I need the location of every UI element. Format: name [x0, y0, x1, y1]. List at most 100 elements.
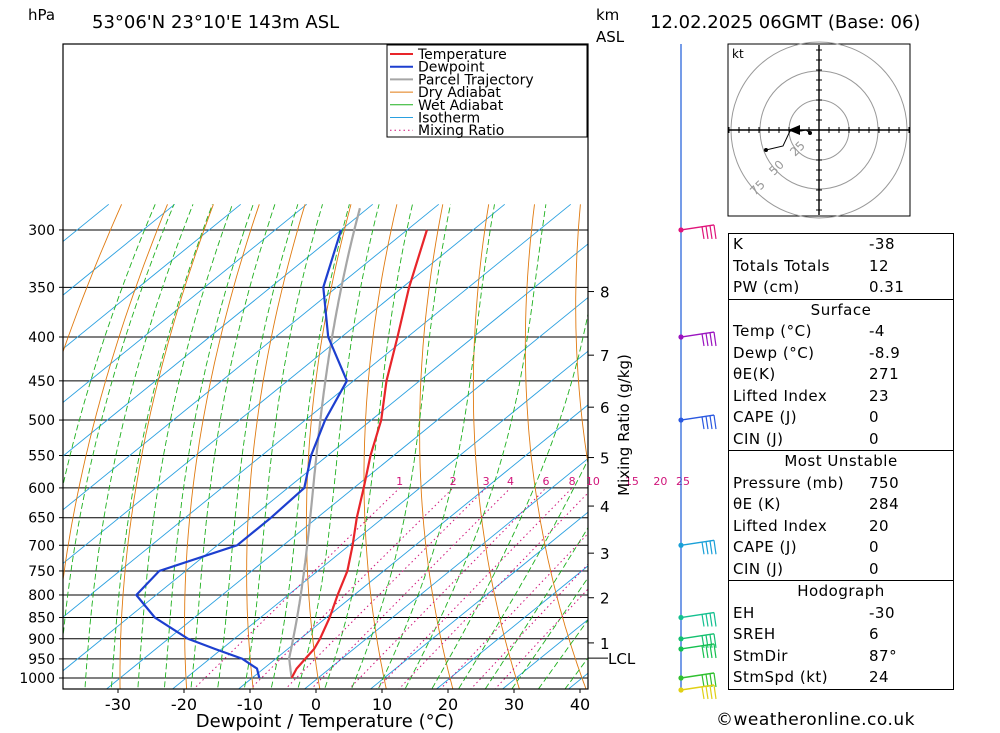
most-unstable-title: Most Unstable — [784, 452, 898, 470]
wet-adiabat-line — [190, 204, 276, 689]
wind-barb-feather — [713, 224, 717, 240]
index-row: CAPE (J) 0 — [729, 407, 953, 429]
temperature-tick-label: 0 — [311, 695, 321, 714]
km-asl-label: ASL — [596, 28, 625, 46]
index-value: -38 — [869, 235, 895, 253]
pressure-tick-label: 350 — [28, 280, 55, 296]
location-title: 53°06'N 23°10'E 143m ASL — [92, 12, 339, 33]
index-row: Pressure (mb) 750 — [729, 473, 953, 495]
wet-adiabat-line — [431, 311, 588, 689]
indices-hodograph: Hodograph EH -30 SREH 6 StmDir 87° StmSpd (kt)… — [728, 580, 954, 690]
axes: 1 2 3 4 6 8 10 15 20 2530035040045050055060065070… — [19, 223, 690, 714]
index-label: EH — [733, 603, 755, 622]
wind-barb-feather — [713, 684, 717, 700]
mixing-ratio-label: 4 — [507, 475, 514, 488]
wind-barb-staff — [680, 684, 715, 691]
wind-barb-feather — [713, 414, 717, 430]
plot-frame — [62, 43, 589, 690]
wind-barb-dot — [678, 614, 684, 621]
isotherm-line — [63, 203, 439, 511]
wind-barb-feather — [701, 226, 705, 240]
wet-adiabat-line — [377, 204, 495, 689]
wet-adiabat-line — [163, 204, 254, 689]
dry-adiabat-line — [524, 204, 587, 689]
wind-barb-feather — [709, 685, 713, 700]
legend-label: Wet Adiabat — [418, 98, 504, 114]
wind-barb-feather — [713, 643, 717, 659]
index-label: PW (cm) — [733, 278, 800, 296]
wind-barb — [678, 672, 717, 688]
wind-barb-feather — [705, 686, 709, 700]
isotherm-line — [105, 296, 588, 689]
mixing-ratio-label: 25 — [676, 475, 690, 488]
index-row: K -38 — [729, 234, 953, 256]
dry-adiabat-line — [947, 204, 1000, 696]
mixing-ratio-line — [192, 487, 401, 689]
wind-barb-feather — [705, 634, 709, 648]
dewpoint-line — [134, 229, 349, 679]
index-value: -4 — [869, 322, 885, 340]
temperature-line — [290, 229, 428, 679]
wind-barb — [678, 539, 717, 555]
hodograph-title: Hodograph — [797, 582, 885, 600]
isotherm-line — [63, 203, 505, 565]
pressure-tick-label: 300 — [28, 223, 55, 239]
hodograph-unit: kt — [732, 47, 744, 61]
index-value: 20 — [869, 516, 890, 535]
wind-barb-staff — [680, 331, 715, 338]
index-label: StmDir — [733, 646, 788, 665]
index-value: 12 — [869, 256, 890, 275]
wind-barb — [678, 611, 717, 627]
index-label: Dewp (°C) — [733, 343, 815, 362]
km-tick-label: 7 — [600, 347, 610, 365]
mixing-ratio-line — [494, 588, 588, 689]
wind-barb-feather — [705, 613, 709, 627]
pressure-unit-label: hPa — [28, 6, 55, 24]
mixing-ratio-line — [348, 487, 547, 689]
mixing-ratio-label: 8 — [569, 475, 576, 488]
chart-background-lines — [63, 203, 1000, 696]
wind-barb-staff — [680, 633, 715, 640]
wind-barb-feather — [701, 614, 705, 627]
pressure-tick-label: 500 — [28, 413, 55, 429]
pressure-tick-label: 1000 — [19, 671, 55, 687]
mixing-ratio-label: 3 — [483, 475, 490, 488]
wind-barb-feather — [709, 332, 713, 347]
isotherm-line — [171, 350, 588, 689]
wind-barb-feather — [705, 226, 709, 240]
index-row: EH -30 — [729, 603, 953, 625]
temperature-tick-label: 20 — [438, 695, 458, 714]
index-label: SREH — [733, 625, 776, 643]
index-row: SREH 6 — [729, 624, 953, 646]
mixing-ratio-line — [284, 487, 487, 689]
wet-adiabat-line — [270, 204, 350, 689]
wind-barb-feather — [713, 540, 717, 555]
wet-adiabat-line — [350, 204, 451, 689]
dry-adiabat-line — [63, 204, 168, 584]
index-label: θE (K) — [733, 495, 781, 513]
mixing-ratio-line — [398, 492, 588, 689]
wind-barb-dot — [678, 646, 684, 652]
index-row: StmDir 87° — [729, 646, 953, 668]
temperature-tick-label: 10 — [372, 695, 392, 714]
legend-label: Dewpoint — [418, 60, 485, 76]
index-row: StmSpd (kt) 24 — [729, 667, 953, 689]
index-value: 23 — [869, 386, 890, 405]
mixing-ratio-label: 1 — [396, 475, 403, 488]
index-value: 750 — [869, 473, 900, 492]
credit-text: ©weatheronline.co.uk — [716, 710, 916, 730]
wet-adiabat-line — [84, 204, 194, 689]
index-value: -30 — [869, 603, 895, 622]
legend-label: Isotherm — [418, 111, 480, 127]
wind-barb-staff — [680, 539, 715, 546]
wet-adiabat-line — [457, 458, 588, 689]
wind-barb-feather — [713, 672, 717, 688]
index-value: 0 — [869, 538, 880, 556]
index-label: Lifted Index — [733, 516, 828, 535]
temperature-tick-label: -20 — [171, 695, 197, 714]
mixing-ratio-line — [310, 487, 511, 689]
wind-barb-feather — [713, 331, 717, 347]
surface-title: Surface — [810, 300, 872, 319]
